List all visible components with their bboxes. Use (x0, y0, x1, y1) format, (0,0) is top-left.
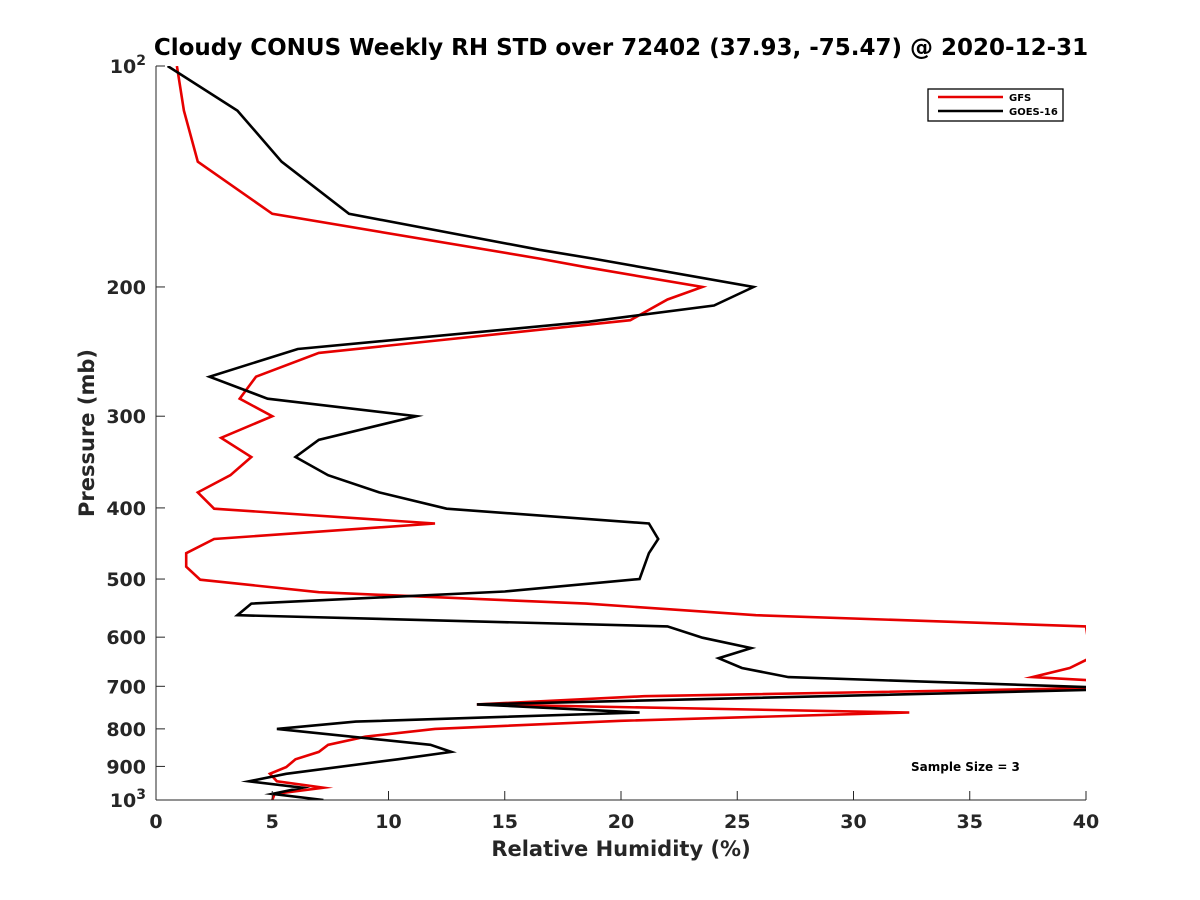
legend-box (927, 88, 1064, 122)
plot-area: 0 5 10 15 20 25 30 35 40 102 200 300 400 500 600 700 800… (106, 53, 1099, 833)
y-tick-label: 200 (106, 277, 146, 299)
y-tick-label: 700 (106, 676, 146, 698)
y-tick-label: 102 (110, 53, 146, 78)
y-tick-label: 500 (106, 569, 146, 591)
sample-size-annotation: Sample Size = 3 (911, 760, 1020, 774)
series-line-gfs (175, 66, 1086, 800)
x-tick-label: 5 (266, 811, 279, 833)
y-axis-label: Pressure (mb) (75, 349, 99, 517)
x-tick-label: 15 (492, 811, 518, 833)
legend: GFS GOES-16 (927, 88, 1064, 122)
y-tick-label: 103 (110, 787, 146, 812)
x-tick-label: 0 (149, 811, 162, 833)
x-tick-label: 25 (724, 811, 750, 833)
x-tick-label: 10 (375, 811, 401, 833)
y-tick-label: 900 (106, 756, 146, 778)
series-lines (166, 66, 1086, 800)
x-tick-label: 20 (608, 811, 634, 833)
y-tick-label: 800 (106, 719, 146, 741)
x-tick-label: 35 (957, 811, 983, 833)
x-tick-label: 40 (1073, 811, 1099, 833)
legend-label: GFS (1009, 93, 1031, 104)
x-tick-label: 30 (840, 811, 866, 833)
y-tick-label: 300 (106, 406, 146, 428)
series-line-goes-16 (166, 66, 1086, 800)
y-tick-label: 400 (106, 498, 146, 520)
chart-title: Cloudy CONUS Weekly RH STD over 72402 (3… (154, 35, 1088, 61)
legend-label: GOES-16 (1009, 107, 1058, 118)
y-tick-label: 600 (106, 627, 146, 649)
x-axis-label: Relative Humidity (%) (491, 837, 750, 861)
